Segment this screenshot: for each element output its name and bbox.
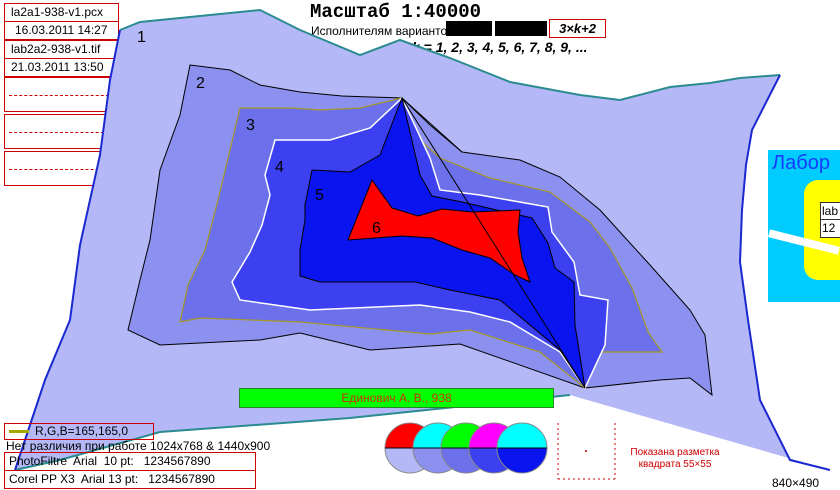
zone-label-2: 2 [196, 75, 205, 92]
file-name: la2a1-938-v1.pcx [11, 5, 104, 19]
inset-label-box: lab 12 [820, 202, 840, 238]
k-sequence: k = 1, 2, 3, 4, 5, 6, 7, 8, 9, ... [412, 39, 588, 55]
zone-spoke [401, 97, 586, 389]
fonts-info-row: Corel PP X3 Arial 13 pt: 1234567890 [5, 470, 255, 488]
fonts-info-value: 1234567890 [143, 454, 211, 468]
zone-6-area [347, 178, 531, 283]
file-date: 16.03.2011 14:27 [5, 21, 118, 39]
file-date: 21.03.2011 13:50 [5, 58, 118, 76]
file-info-box-2: lab2a2-938-v1.tif 21.03.2011 13:50 [4, 40, 119, 77]
file-info-box-1: la2a1-938-v1.pcx 16.03.2011 14:27 [4, 3, 119, 40]
legend-rgb-text: R,G,B=165,165,0 [35, 424, 129, 438]
legend-line [9, 430, 29, 433]
variant-formula: 3×k+2 [549, 19, 606, 38]
empty-slot-2 [4, 114, 119, 149]
fonts-info-box: PhotoFiltre Arial 10 pt: 1234567890 Core… [4, 452, 256, 489]
inset-title: Лабор [772, 152, 830, 174]
fonts-info-label: PhotoFiltre Arial 10 pt: [9, 454, 134, 468]
map-border [738, 74, 831, 471]
color-swatches [384, 422, 548, 474]
legend-box: R,G,B=165,165,0 [4, 423, 154, 440]
grid-note: Показана разметка квадрата 55×55 [620, 447, 730, 471]
map-border [14, 394, 571, 471]
color-circle-5 [496, 422, 548, 474]
zone-spoke [401, 97, 463, 153]
redacted-box-2 [495, 21, 547, 36]
map-border [119, 8, 781, 102]
empty-slot-1 [4, 77, 119, 112]
zone-label-4: 4 [275, 159, 284, 176]
redacted-box-1 [446, 21, 492, 36]
resolution-note: Нет различия при работе 1024x768 & 1440x… [6, 439, 271, 453]
map-border [14, 29, 121, 471]
fonts-info-label: Corel PP X3 Arial 13 pt: [9, 472, 139, 486]
grid-note-line2: квадрата 55×55 [638, 459, 712, 470]
fonts-info-value: 1234567890 [148, 472, 215, 486]
inset-label-2: 12 [821, 219, 840, 236]
author-bar: Единович А. В., 938 [239, 388, 554, 408]
zone-label-6: 6 [372, 220, 381, 237]
inset-map: Лабор lab 12 [768, 150, 840, 302]
grid-note-line1: Показана разметка [630, 447, 720, 458]
inset-label-1: lab [822, 204, 839, 218]
scale-title: Масштаб 1:40000 [310, 1, 482, 23]
variants-label: Исполнителям вариантов [311, 24, 454, 38]
grid-square-marker [557, 423, 616, 480]
size-label: 840×490 [772, 476, 820, 490]
zone-label-1: 1 [137, 29, 146, 46]
zone-5-area [299, 96, 586, 389]
file-name: lab2a2-938-v1.tif [11, 42, 101, 56]
zone-label-5: 5 [315, 187, 324, 204]
zone-label-3: 3 [246, 117, 255, 134]
fonts-info-row: PhotoFiltre Arial 10 pt: 1234567890 [5, 453, 255, 470]
